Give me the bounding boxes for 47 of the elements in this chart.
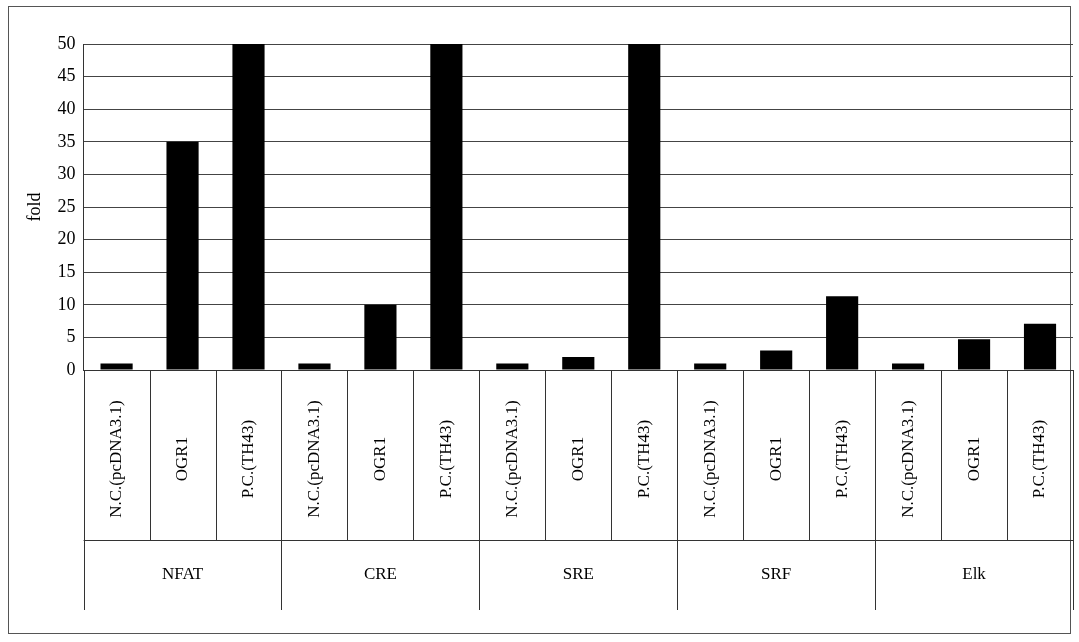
x-tick-label: P.C.(TH43): [435, 419, 455, 499]
y-tick-label: 25: [57, 195, 76, 216]
bar: [694, 363, 727, 370]
bar: [166, 141, 199, 370]
bar: [232, 44, 265, 370]
x-tick-label: OGR1: [369, 436, 389, 482]
text: CRE: [363, 564, 397, 584]
x-tick-label: N.C.(pcDNA3.1): [303, 400, 323, 518]
x-tick-label: OGR1: [172, 436, 192, 482]
y-tick-label: 10: [57, 293, 76, 314]
bar: [1023, 323, 1057, 370]
x-tick-label: N.C.(pcDNA3.1): [699, 400, 719, 518]
y-tick-label: 15: [57, 260, 76, 281]
y-tick-label: 40: [57, 97, 76, 118]
y-tick-label: 50: [57, 32, 76, 53]
bar: [562, 356, 595, 370]
y-tick-label: 30: [57, 163, 76, 184]
text: SRF: [761, 564, 792, 584]
bar: [628, 44, 661, 370]
y-tick-label: 5: [66, 326, 76, 347]
text: Elk: [962, 564, 987, 584]
bar: [496, 363, 529, 370]
text: NFAT: [161, 564, 204, 584]
x-tick-label: P.C.(TH43): [1029, 419, 1049, 499]
x-tick-label: N.C.(pcDNA3.1): [897, 400, 917, 518]
x-tick-label: P.C.(TH43): [831, 419, 851, 499]
text: SRE: [562, 564, 594, 584]
x-tick-label: N.C.(pcDNA3.1): [501, 400, 521, 518]
bar: [298, 363, 331, 370]
x-tick-label: OGR1: [765, 436, 785, 482]
bar: [430, 44, 463, 370]
bar: [957, 339, 991, 370]
x-tick-label: OGR1: [567, 436, 587, 482]
x-tick-label: N.C.(pcDNA3.1): [106, 400, 126, 518]
x-tick-label: P.C.(TH43): [633, 419, 653, 499]
bar: [826, 296, 859, 370]
y-tick-label: 0: [66, 358, 76, 379]
y-axis-title: fold: [23, 192, 44, 222]
y-tick-label: 20: [57, 228, 76, 249]
bar: [760, 350, 793, 370]
y-tick-label: 45: [57, 65, 76, 86]
bar: [364, 304, 397, 370]
y-tick-label: 35: [57, 130, 76, 151]
bar: [892, 363, 925, 370]
bar: [100, 363, 133, 370]
x-tick-label: P.C.(TH43): [237, 419, 257, 499]
x-tick-label: OGR1: [963, 436, 983, 482]
